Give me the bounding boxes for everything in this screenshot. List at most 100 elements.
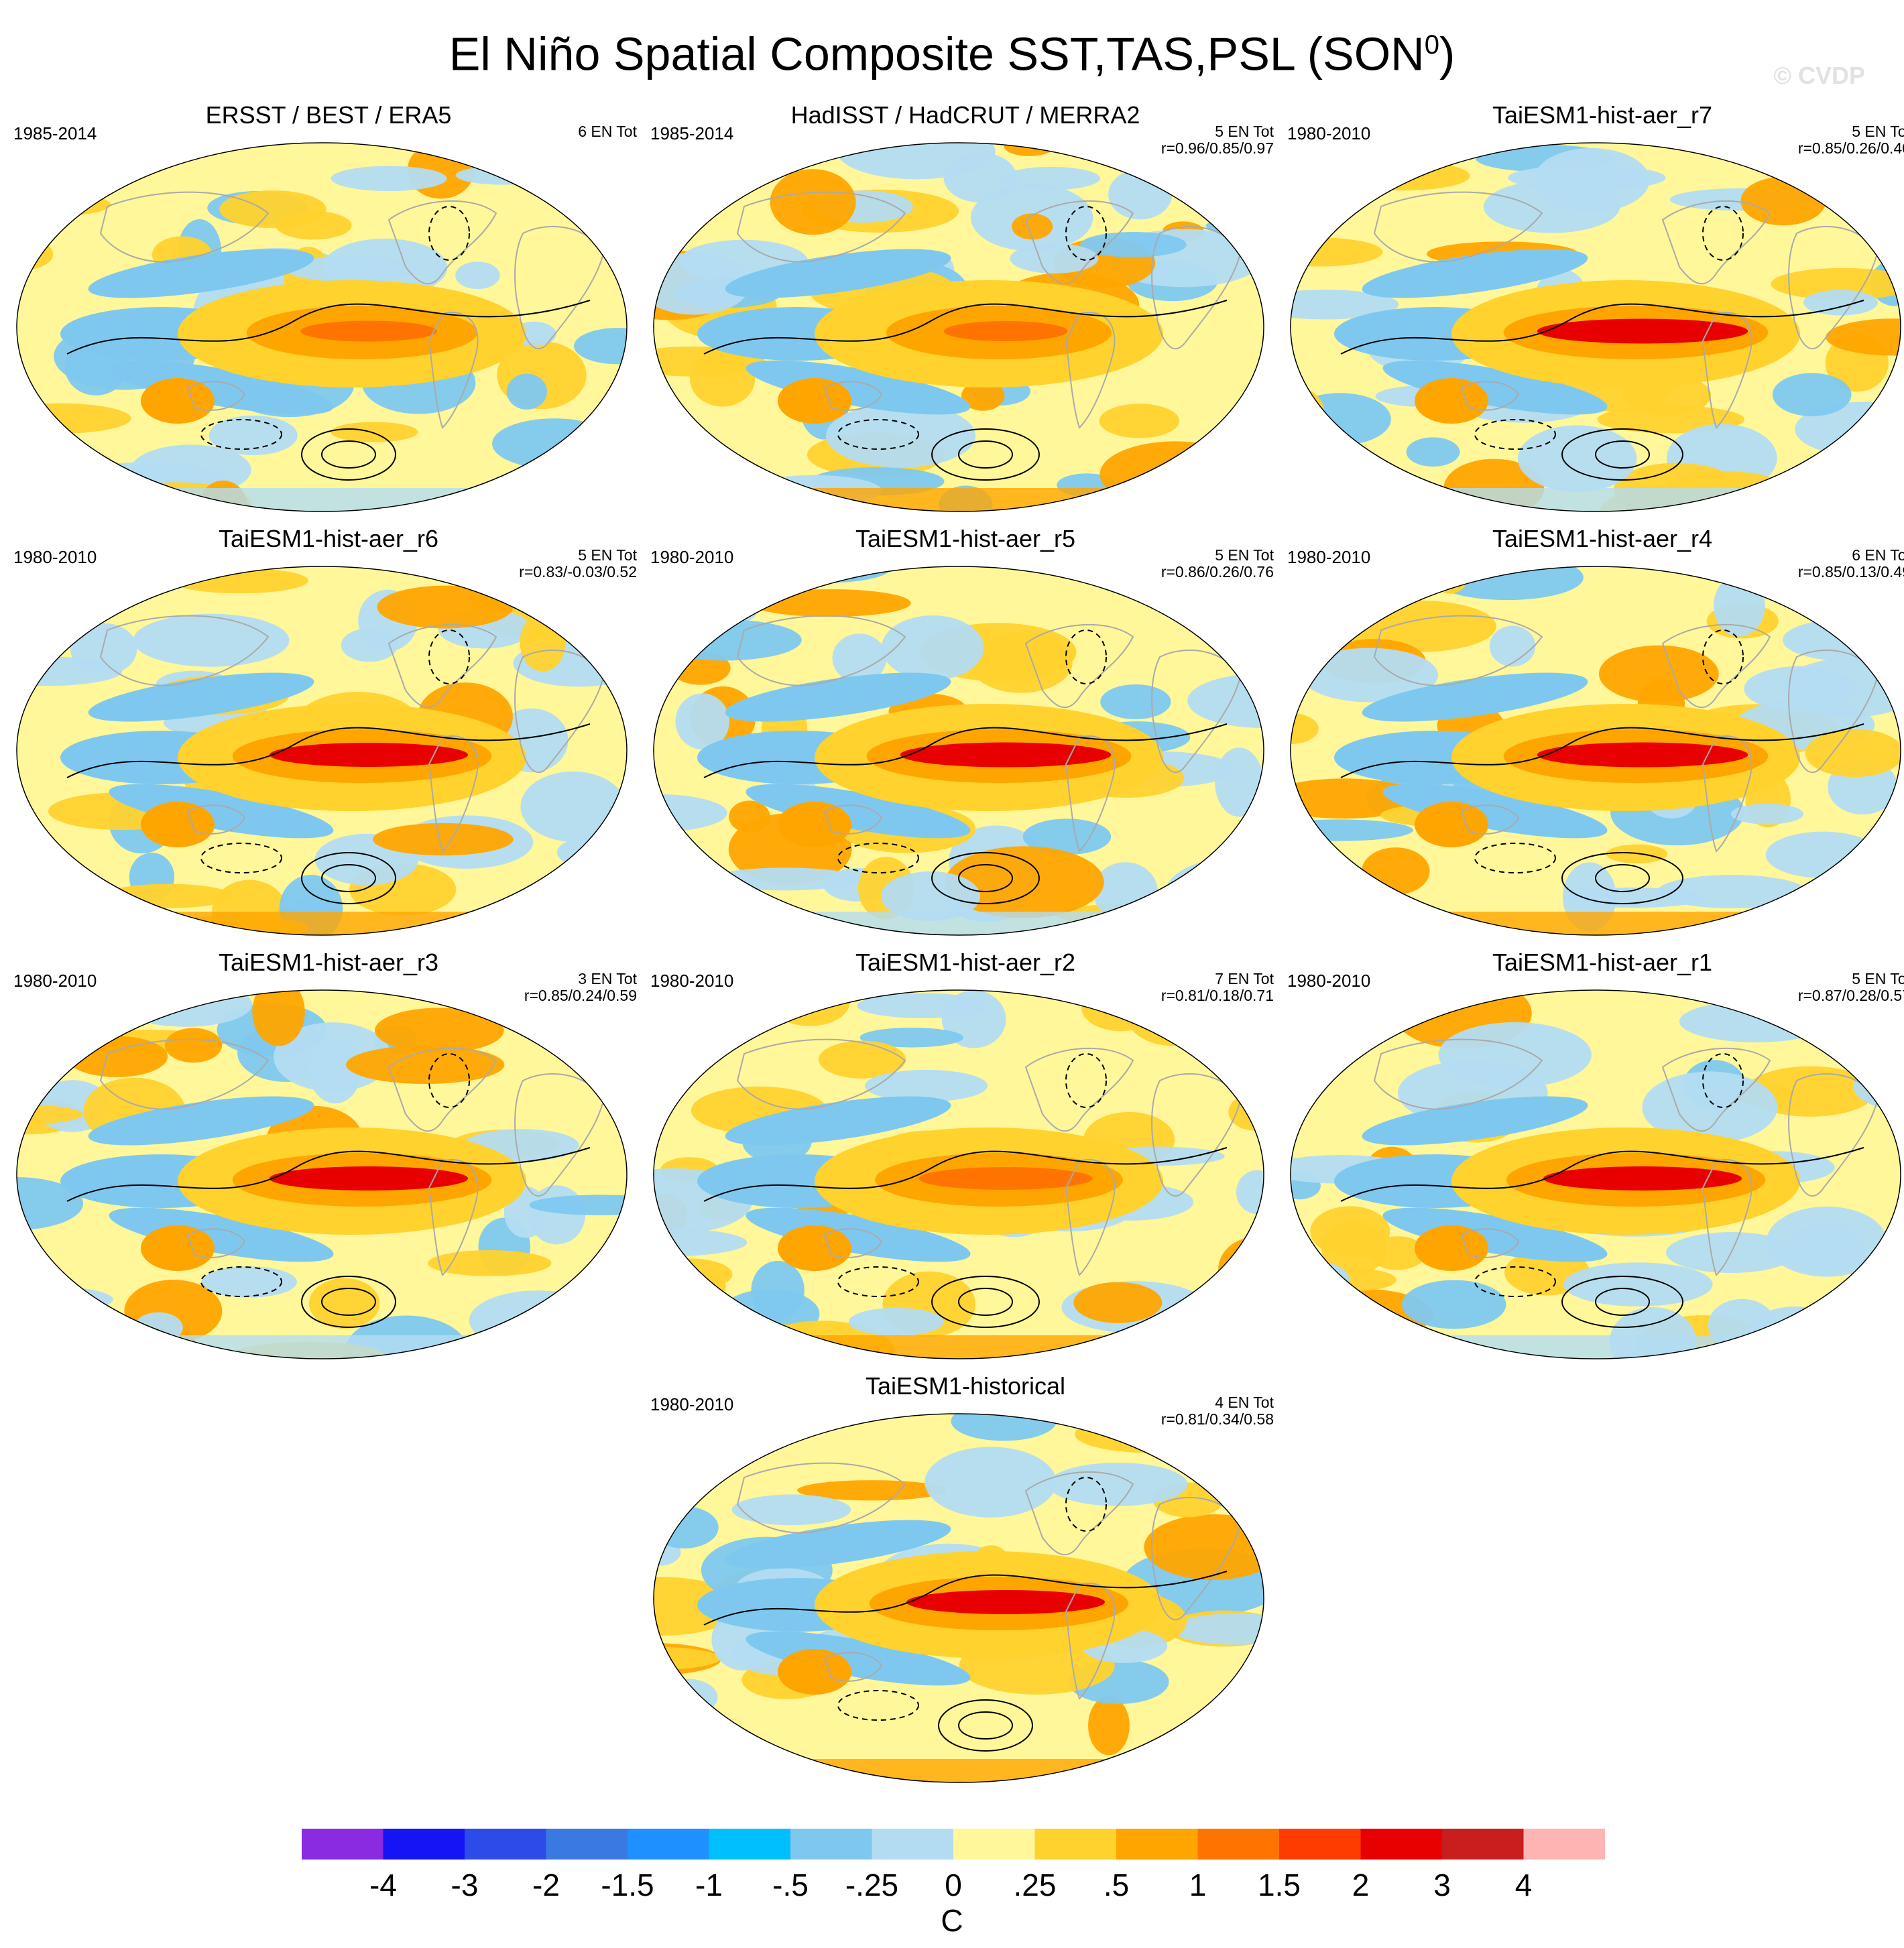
cool-anomaly-patch <box>1215 747 1264 817</box>
continent-outline <box>736 1462 906 1534</box>
cool-anomaly-patch <box>1171 1613 1264 1645</box>
continent-outline <box>1065 735 1116 853</box>
continent-outline <box>1702 735 1752 853</box>
psl-contour-low-dashed <box>428 206 470 261</box>
nino-tongue-core <box>900 742 1112 768</box>
cool-anomaly-patch <box>654 1506 719 1548</box>
cool-anomaly-patch <box>697 1329 788 1359</box>
warm-anomaly-patch <box>961 381 1005 411</box>
psl-contour-high-inner <box>321 864 376 892</box>
nino-tongue-core <box>1543 1166 1742 1191</box>
continent-outline <box>186 1228 246 1258</box>
map-border <box>653 1413 1264 1783</box>
continent-outline <box>1024 1471 1134 1556</box>
cool-anomaly-patch <box>656 1679 718 1716</box>
map-panel: TaiESM1-hist-aer_r1 1980-2010 5 EN Totr=0.… <box>1287 948 1904 1363</box>
cool-anomaly-patch <box>654 619 802 661</box>
colorbar-tick-label: 4 <box>1514 1868 1533 1902</box>
antarctic-strip <box>654 912 1264 935</box>
warm-anomaly-patch <box>575 990 627 1027</box>
nino-tongue-core <box>270 1166 468 1191</box>
warm-anomaly-patch <box>377 585 514 629</box>
cool-anomaly-patch <box>881 615 984 680</box>
panel-title: TaiESM1-hist-aer_r4 <box>1492 525 1713 552</box>
figure-title-text: El Niño Spatial Composite SST,TAS,PSL (S… <box>449 27 1425 80</box>
cool-anomaly-patch <box>1431 566 1584 601</box>
cool-anomaly-patch <box>1679 1000 1833 1042</box>
colorbar-swatch <box>953 1829 1035 1860</box>
map-panel: TaiESM1-hist-aer_r7 1980-2010 5 EN Totr=0.… <box>1287 101 1904 516</box>
psl-contour-low-dashed <box>1702 206 1744 261</box>
map-panel: TaiESM1-hist-aer_r3 1980-2010 3 EN Tot r=0.… <box>13 948 644 1363</box>
australia-warm-anomaly <box>778 802 851 847</box>
cool-anomaly-patch <box>520 771 626 842</box>
warm-anomaly-patch <box>1012 213 1053 240</box>
panel-period: 1980-2010 <box>650 1394 734 1414</box>
panel-pattern-correlation: r=0.81/0.18/0.71 <box>1161 987 1274 1004</box>
psl-contour-low-dashed <box>1474 419 1556 450</box>
cool-anomaly-patch <box>1129 1763 1185 1782</box>
psl-contour-low-dashed <box>428 629 470 684</box>
cool-anomaly-patch <box>529 1195 627 1215</box>
global-map <box>1290 142 1901 512</box>
cool-anomaly-patch <box>17 1177 83 1230</box>
cool-anomaly-patch <box>1765 831 1881 878</box>
colorbar-swatch <box>872 1829 953 1860</box>
colorbar-tick-label: -1 <box>695 1868 723 1902</box>
continent-outline <box>736 1038 906 1110</box>
warm-anomaly-patch <box>819 1040 906 1079</box>
continent-outline <box>1788 1073 1879 1197</box>
map-border <box>653 989 1264 1359</box>
south-pacific-cool-arm <box>109 360 334 415</box>
continent-outline <box>186 804 246 835</box>
continent-outline <box>186 381 246 411</box>
panel-pattern-correlation: r=0.83/-0.03/0.52 <box>519 563 637 581</box>
warm-anomaly-patch <box>760 1414 831 1432</box>
panel-title: TaiESM1-hist-aer_r2 <box>855 949 1076 976</box>
colorbar-units: C <box>941 1903 963 1938</box>
colorbar-tick-label: .5 <box>1103 1868 1130 1902</box>
south-pacific-cool-arm <box>109 1207 334 1262</box>
panel-title: TaiESM1-hist-aer_r7 <box>1492 101 1713 129</box>
cool-anomaly-patch <box>1301 648 1439 703</box>
global-map <box>16 989 628 1359</box>
psl-contour-high <box>301 428 396 481</box>
cool-anomaly-patch <box>826 403 976 468</box>
cool-anomaly-patch <box>17 441 52 462</box>
psl-contour-high-inner <box>958 1711 1013 1740</box>
north-pacific-cool-arm <box>725 249 951 298</box>
north-pacific-cool-arm <box>88 1096 314 1146</box>
cool-anomaly-patch <box>710 867 861 891</box>
australia-warm-anomaly <box>141 1225 215 1271</box>
psl-contour-low-dashed <box>1474 1266 1556 1297</box>
psl-contour-low-dashed <box>837 1690 919 1721</box>
panel-title: TaiESM1-hist-aer_r3 <box>218 949 439 976</box>
cool-anomaly-patch <box>1642 1071 1778 1144</box>
cool-anomaly-patch <box>1752 902 1824 935</box>
cool-anomaly-patch <box>1291 143 1344 215</box>
warm-anomaly-patch <box>1764 566 1901 576</box>
south-pacific-cool-arm <box>1382 784 1608 839</box>
warm-anomaly-patch <box>654 1302 726 1325</box>
cool-anomaly-patch <box>848 1307 944 1336</box>
psl-contour-line <box>66 723 591 778</box>
australia-warm-anomaly <box>1415 378 1488 424</box>
panel-pattern-correlation: r=0.86/0.26/0.76 <box>1161 563 1274 581</box>
continent-outline <box>1460 1228 1520 1258</box>
warm-anomaly-patch <box>690 351 756 407</box>
south-pacific-cool-arm <box>109 784 334 839</box>
psl-contour-high <box>1561 1276 1683 1328</box>
panel-period: 1980-2010 <box>1287 971 1371 991</box>
cool-anomaly-patch <box>677 1764 796 1782</box>
cool-anomaly-patch <box>951 1414 1057 1441</box>
cool-anomaly-patch <box>285 256 420 282</box>
australia-warm-anomaly <box>1415 1225 1488 1271</box>
cool-anomaly-patch <box>209 415 298 456</box>
cool-anomaly-patch <box>925 1447 1057 1518</box>
cool-anomaly-patch <box>1730 803 1804 825</box>
warm-anomaly-patch <box>537 465 587 505</box>
antarctic-strip <box>17 912 627 935</box>
psl-contour-high <box>1561 428 1683 481</box>
panel-period: 1980-2010 <box>650 971 734 991</box>
cool-anomaly-patch <box>859 1028 964 1048</box>
